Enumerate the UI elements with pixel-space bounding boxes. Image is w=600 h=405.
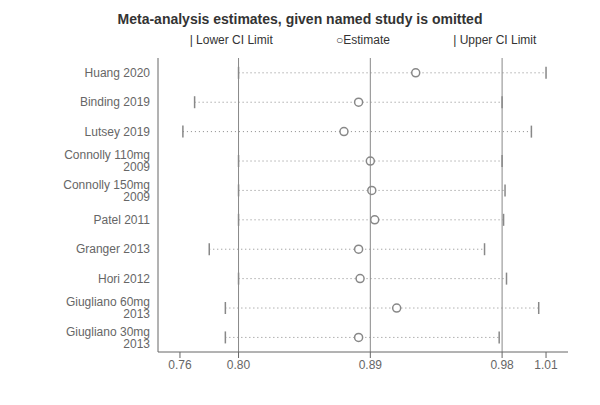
svg-text:Granger 2013: Granger 2013 xyxy=(76,242,150,256)
svg-text:Patel 2011: Patel 2011 xyxy=(94,213,151,227)
svg-text:0.98: 0.98 xyxy=(490,358,514,372)
svg-text:0.76: 0.76 xyxy=(168,358,192,372)
svg-text:Giugliano 60mg2013: Giugliano 60mg2013 xyxy=(66,295,150,321)
html-text:| Upper CI Limit: | Upper CI Limit xyxy=(453,33,537,47)
svg-text:Lutsey 2019: Lutsey 2019 xyxy=(85,125,151,139)
html-text:Meta-analysis estimates, given: Meta-analysis estimates, given named stu… xyxy=(117,11,483,27)
svg-text:0.89: 0.89 xyxy=(359,358,383,372)
svg-text:Binding 2019: Binding 2019 xyxy=(80,95,150,109)
html-text:○Estimate: ○Estimate xyxy=(336,33,390,47)
svg-text:Hori 2012: Hori 2012 xyxy=(98,272,150,286)
svg-text:1.01: 1.01 xyxy=(534,358,558,372)
svg-text:Giugliano 30mg2013: Giugliano 30mg2013 xyxy=(66,325,150,351)
svg-text:Connolly 110mg2009: Connolly 110mg2009 xyxy=(64,148,150,174)
html-text:| Lower CI Limit: | Lower CI Limit xyxy=(189,33,273,47)
svg-text:Huang 2020: Huang 2020 xyxy=(85,66,151,80)
svg-text:0.80: 0.80 xyxy=(227,358,251,372)
svg-text:Connolly 150mg2009: Connolly 150mg2009 xyxy=(63,178,150,204)
